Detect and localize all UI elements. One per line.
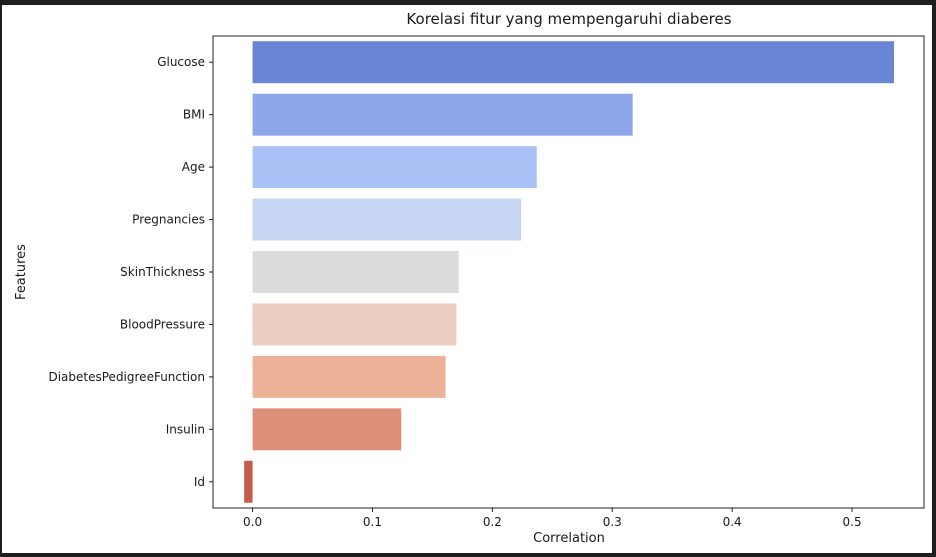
y-tick-label-pregnancies: Pregnancies xyxy=(132,213,205,227)
y-tick-label-glucose: Glucose xyxy=(157,55,205,69)
bar-glucose xyxy=(252,41,895,84)
bar-chart: Korelasi fitur yang mempengaruhi diabere… xyxy=(14,10,925,546)
bar-insulin xyxy=(252,408,402,451)
x-tick-label: 0.5 xyxy=(843,515,862,529)
chart-figure: Korelasi fitur yang mempengaruhi diabere… xyxy=(2,5,932,553)
y-tick-label-id: Id xyxy=(194,475,205,489)
x-tick-label: 0.4 xyxy=(723,515,742,529)
bar-pregnancies xyxy=(252,198,522,241)
y-tick-label-diabetespedigreefunction: DiabetesPedigreeFunction xyxy=(48,370,205,384)
bar-skinthickness xyxy=(252,251,459,293)
bar-age xyxy=(252,146,537,189)
x-ticks: 0.0 0.1 0.2 0.3 0.4 0.5 xyxy=(243,508,862,529)
bars-group xyxy=(244,41,895,503)
x-tick-label: 0.0 xyxy=(243,515,262,529)
y-tick-label-age: Age xyxy=(182,160,205,174)
y-tick-label-insulin: Insulin xyxy=(166,422,205,436)
y-axis-label: Features xyxy=(14,244,29,300)
y-tick-labels: Glucose BMI Age Pregnancies SkinThickness Blo… xyxy=(48,55,213,489)
bar-diabetespedigreefunction xyxy=(252,355,446,398)
x-tick-label: 0.1 xyxy=(363,515,382,529)
x-tick-label: 0.2 xyxy=(483,515,502,529)
y-tick-label-skinthickness: SkinThickness xyxy=(120,265,205,279)
y-tick-label-bloodpressure: BloodPressure xyxy=(120,317,205,331)
bar-bmi xyxy=(252,93,633,136)
bar-id xyxy=(244,460,253,503)
x-axis-label: Correlation xyxy=(533,531,605,546)
x-tick-label: 0.3 xyxy=(603,515,622,529)
chart-title: Korelasi fitur yang mempengaruhi diabere… xyxy=(406,10,731,28)
bar-bloodpressure xyxy=(252,303,457,346)
y-tick-label-bmi: BMI xyxy=(183,108,205,122)
